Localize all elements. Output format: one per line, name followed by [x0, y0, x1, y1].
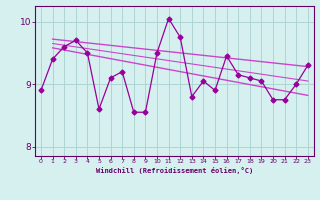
X-axis label: Windchill (Refroidissement éolien,°C): Windchill (Refroidissement éolien,°C) — [96, 167, 253, 174]
